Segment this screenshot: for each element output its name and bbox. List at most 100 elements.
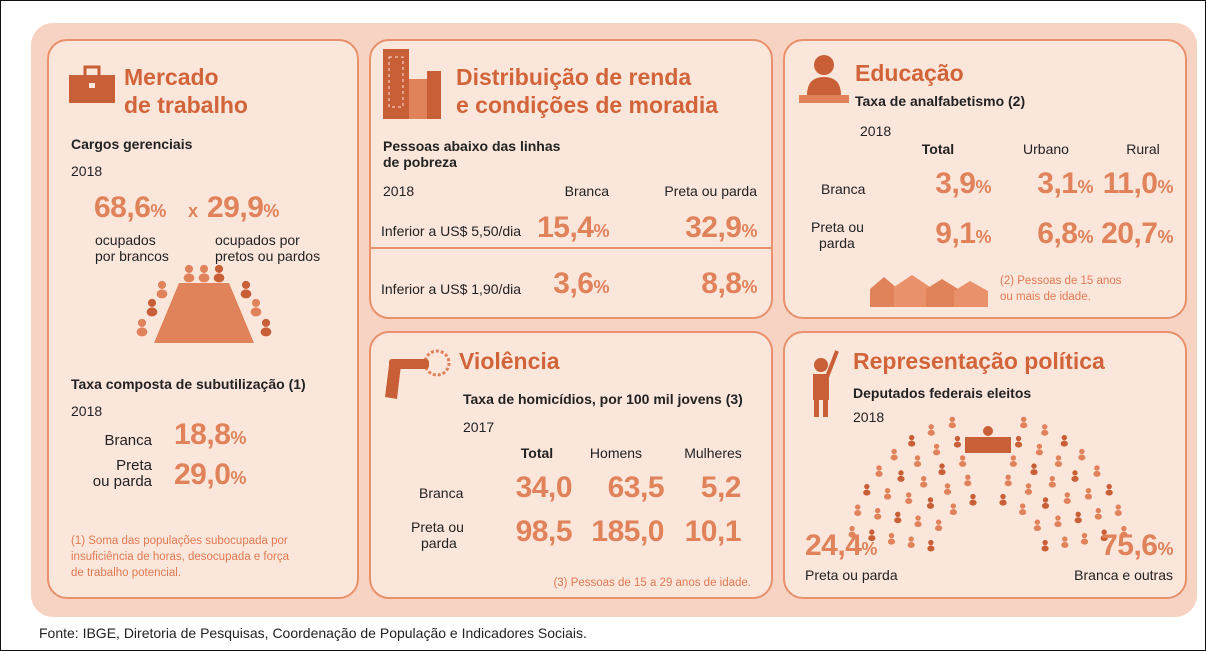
person-head [909,435,914,440]
person-head [1005,475,1010,480]
panel-representacao: Representação política Deputados federai… [783,331,1187,599]
building [409,79,427,119]
person-head [1020,503,1025,508]
person-head [1055,515,1060,520]
person-head [939,463,944,468]
value: 8,8% [701,267,757,304]
person-body [950,509,957,515]
column-header: Branca [565,183,609,199]
number: 3,1 [1037,167,1077,200]
subtitle: Taxa de homicídios, por 100 mil jovens (… [463,391,743,407]
person-head [928,540,933,545]
person-head [955,436,960,441]
person-head [929,424,934,429]
number: 32,9 [685,211,741,244]
person-body [1041,430,1048,436]
value: 3,1% [1037,167,1093,204]
column-header: Total [918,141,958,157]
person-head [242,281,250,289]
person-head [1094,465,1099,470]
footnote: (2) Pessoas de 15 anos [1000,273,1121,289]
year: 2018 [71,163,102,179]
person-head [158,281,166,289]
panel-violencia: Violência Taxa de homicídios, por 100 mi… [369,331,773,599]
row-label: ou parda [93,473,152,490]
number: 68,6 [94,191,150,224]
person-body [905,498,912,504]
caption: ocupados [95,232,156,248]
person-body [1015,442,1022,448]
person-head [889,533,894,538]
person-body [1010,461,1017,467]
person-body [894,517,901,523]
year: 2018 [383,183,414,199]
person-body [1115,510,1122,516]
value: 32,9% [685,211,757,248]
person-body [927,546,934,552]
person-head [898,470,903,475]
person-head [1000,494,1005,499]
person-head [1042,424,1047,429]
person-body [1061,441,1068,447]
person-body [1081,539,1088,545]
row-label: Preta ou [811,219,864,235]
person-head [1026,483,1031,488]
unit: % [230,428,246,448]
unit: % [1077,227,1093,247]
person-body [1034,525,1041,531]
person-head [200,265,208,273]
grip [385,365,401,399]
podium [965,437,1011,453]
person-body [261,327,272,336]
unit: % [593,277,609,297]
unit: % [1157,227,1173,247]
person-body [157,289,168,298]
person-body [938,469,945,475]
unit: % [975,227,991,247]
house [926,279,958,307]
caption: por brancos [95,248,169,264]
person-head [876,465,881,470]
number: 18,8 [174,418,230,451]
person-body [184,273,195,282]
person-head [1072,470,1077,475]
houses-icon [870,275,990,307]
year: 2017 [463,419,494,435]
speaker [983,426,993,436]
person-body [1030,469,1037,475]
unit: % [741,277,757,297]
person-body [954,442,961,448]
number: 3,9 [935,167,975,200]
label: Branca e outras [1074,567,1173,583]
person-body [1093,471,1100,477]
value: 15,4% [537,211,609,248]
row-label: parda [819,235,855,251]
person-head [945,483,950,488]
house [870,277,898,307]
person-body [928,430,935,436]
person-body [908,542,915,548]
row-label: Branca [419,485,463,501]
value: 34,0 [516,471,572,505]
person-head [1096,508,1101,513]
value: 5,2 [701,471,741,505]
year: 2018 [860,123,891,139]
footnote: de trabalho potencial. [71,565,181,581]
caption: ocupados por [215,232,300,248]
person-head [951,503,956,508]
number: 15,4 [537,211,593,244]
person-head [906,492,911,497]
column-header: Mulheres [678,445,748,461]
infographic: Mercado de trabalho Cargos gerenciais 20… [0,0,1206,651]
person-body [1085,494,1092,500]
person-head [908,536,913,541]
person-body [214,273,225,282]
person-head [1037,444,1042,449]
page-body: Mercado de trabalho Cargos gerenciais 20… [0,0,1206,651]
person-body [874,514,881,520]
column-header: Total [507,445,567,461]
caption: pretos ou pardos [215,248,320,264]
title: Distribuição de renda [456,63,691,91]
value: 24,4% [805,529,877,566]
value: 20,7% [1101,217,1173,254]
